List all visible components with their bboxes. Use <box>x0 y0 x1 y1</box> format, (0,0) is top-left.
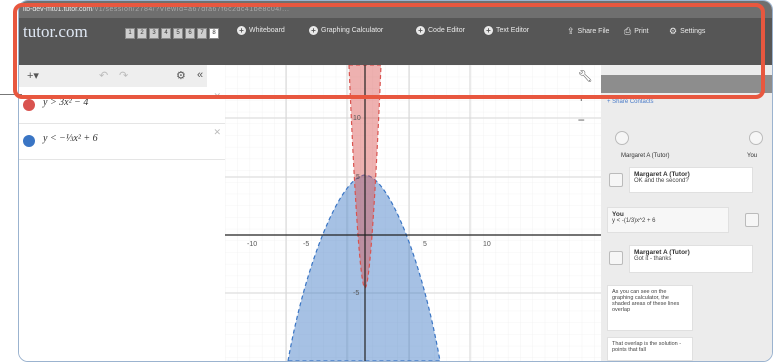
code-editor-label: Code Editor <box>428 27 465 34</box>
page-tab[interactable]: 4 <box>161 28 171 39</box>
add-expression-button[interactable]: +▾ <box>27 70 39 82</box>
wrench-icon[interactable]: 🔧︎ <box>577 69 593 83</box>
delete-icon[interactable]: ✕ <box>213 127 221 137</box>
gear-icon: ⚙ <box>669 26 678 36</box>
redo-icon[interactable]: ↷ <box>119 70 129 82</box>
chat-header <box>601 75 772 93</box>
x-tick-label: -10 <box>247 241 257 248</box>
zoom-out-button[interactable]: − <box>577 113 585 127</box>
page-tab[interactable]: 3 <box>149 28 159 39</box>
calculator-header: +▾ ↶ ↷ ⚙ « <box>19 65 207 88</box>
share-file-button[interactable]: ⇪ Share File <box>567 26 609 37</box>
leader-line <box>0 94 22 95</box>
highlight-callout <box>13 3 765 99</box>
avatar <box>609 173 623 187</box>
x-tick-label: -5 <box>303 241 309 248</box>
print-label: Print <box>634 28 649 35</box>
expression-row[interactable]: y < −⅓x² + 6 ✕ <box>19 123 225 160</box>
avatar <box>745 213 759 227</box>
plus-icon: + <box>484 26 493 35</box>
text-editor-button[interactable]: + Text Editor <box>484 26 529 35</box>
x-tick-label: 10 <box>483 241 491 248</box>
message-author: Margaret A (Tutor) <box>634 249 690 256</box>
y-tick-label: 5 <box>356 174 360 181</box>
expression-text[interactable]: y > 3x² − 4 <box>43 97 89 108</box>
message-text: y < -(1/3)x^2 + 6 <box>612 218 656 224</box>
url-path: /v1/session/2784/?ViewId=a67dfa67f6c2dc4… <box>92 6 290 13</box>
y-tick-label: -5 <box>353 290 359 297</box>
x-tick-label: 5 <box>423 241 427 248</box>
collapse-icon[interactable]: « <box>197 69 204 81</box>
undo-icon[interactable]: ↶ <box>99 70 109 82</box>
settings-button[interactable]: ⚙ Settings <box>669 26 705 37</box>
expression-color-icon[interactable] <box>23 135 35 147</box>
chat-message: Margaret A (Tutor) Got it - thanks <box>629 245 753 273</box>
share-icon: ⇪ <box>567 26 575 36</box>
print-button[interactable]: ⎙ Print <box>624 26 649 37</box>
chat-message: Margaret A (Tutor) OK and the second? <box>629 167 753 193</box>
share-file-label: Share File <box>577 28 610 35</box>
plus-icon: + <box>309 26 318 35</box>
brand-logo: tutor.com <box>23 22 88 41</box>
avatar <box>615 131 629 145</box>
page-tab[interactable]: 1 <box>125 28 135 39</box>
code-editor-button[interactable]: + Code Editor <box>416 26 465 35</box>
text-editor-label: Text Editor <box>496 27 530 34</box>
graph-canvas[interactable]: -10 -5 5 10 10 5 -5 🔧︎ + − <box>225 65 601 361</box>
expression-text[interactable]: y < −⅓x² + 6 <box>43 133 98 144</box>
page-tab[interactable]: 2 <box>137 28 147 39</box>
plus-icon: + <box>237 26 246 35</box>
url-host: lib-dev-mt01.tutor.com <box>23 6 93 13</box>
gear-icon[interactable]: ⚙ <box>176 70 186 82</box>
page-tab[interactable]: 7 <box>197 28 207 39</box>
participant-name: Margaret A (Tutor) <box>621 153 670 159</box>
message-text: That overlap is the solution - points th… <box>612 341 682 353</box>
print-icon: ⎙ <box>624 26 632 36</box>
share-contacts-link[interactable]: + Share Contacts <box>607 99 654 105</box>
chat-panel: + Share Contacts Margaret A (Tutor) You … <box>601 65 772 361</box>
message-author: You <box>612 211 624 218</box>
message-text: As you can see on the graphing calculato… <box>612 289 680 313</box>
message-author: Margaret A (Tutor) <box>634 171 690 178</box>
page-tab[interactable]: 6 <box>185 28 195 39</box>
message-text: Got it - thanks <box>634 256 672 262</box>
top-toolbar: tutor.com 1 2 3 4 5 6 7 8 + Whiteboard + G… <box>19 18 772 65</box>
chat-message: As you can see on the graphing calculato… <box>607 285 693 331</box>
message-text: OK and the second? <box>634 178 689 184</box>
settings-label: Settings <box>680 28 706 35</box>
participant-name: You <box>747 153 758 159</box>
page-tabs: 1 2 3 4 5 6 7 8 <box>125 28 219 39</box>
avatar <box>749 131 763 145</box>
page-tab-active[interactable]: 8 <box>209 28 219 39</box>
whiteboard-label: Whiteboard <box>249 27 285 34</box>
whiteboard-button[interactable]: + Whiteboard <box>237 26 285 35</box>
graph-svg: -10 -5 5 10 10 5 -5 <box>225 65 601 361</box>
page-tab[interactable]: 5 <box>173 28 183 39</box>
y-tick-label: 10 <box>353 115 361 122</box>
graphing-calculator-button[interactable]: + Graphing Calculator <box>309 26 383 35</box>
graphing-calculator-label: Graphing Calculator <box>321 27 384 34</box>
plus-icon: + <box>416 26 425 35</box>
expression-color-icon[interactable] <box>23 99 35 111</box>
chat-message: You y < -(1/3)x^2 + 6 <box>607 207 729 233</box>
chat-message: That overlap is the solution - points th… <box>607 337 693 361</box>
avatar <box>609 251 623 265</box>
expression-list: y > 3x² − 4 ✕ y < −⅓x² + 6 ✕ <box>19 87 226 361</box>
